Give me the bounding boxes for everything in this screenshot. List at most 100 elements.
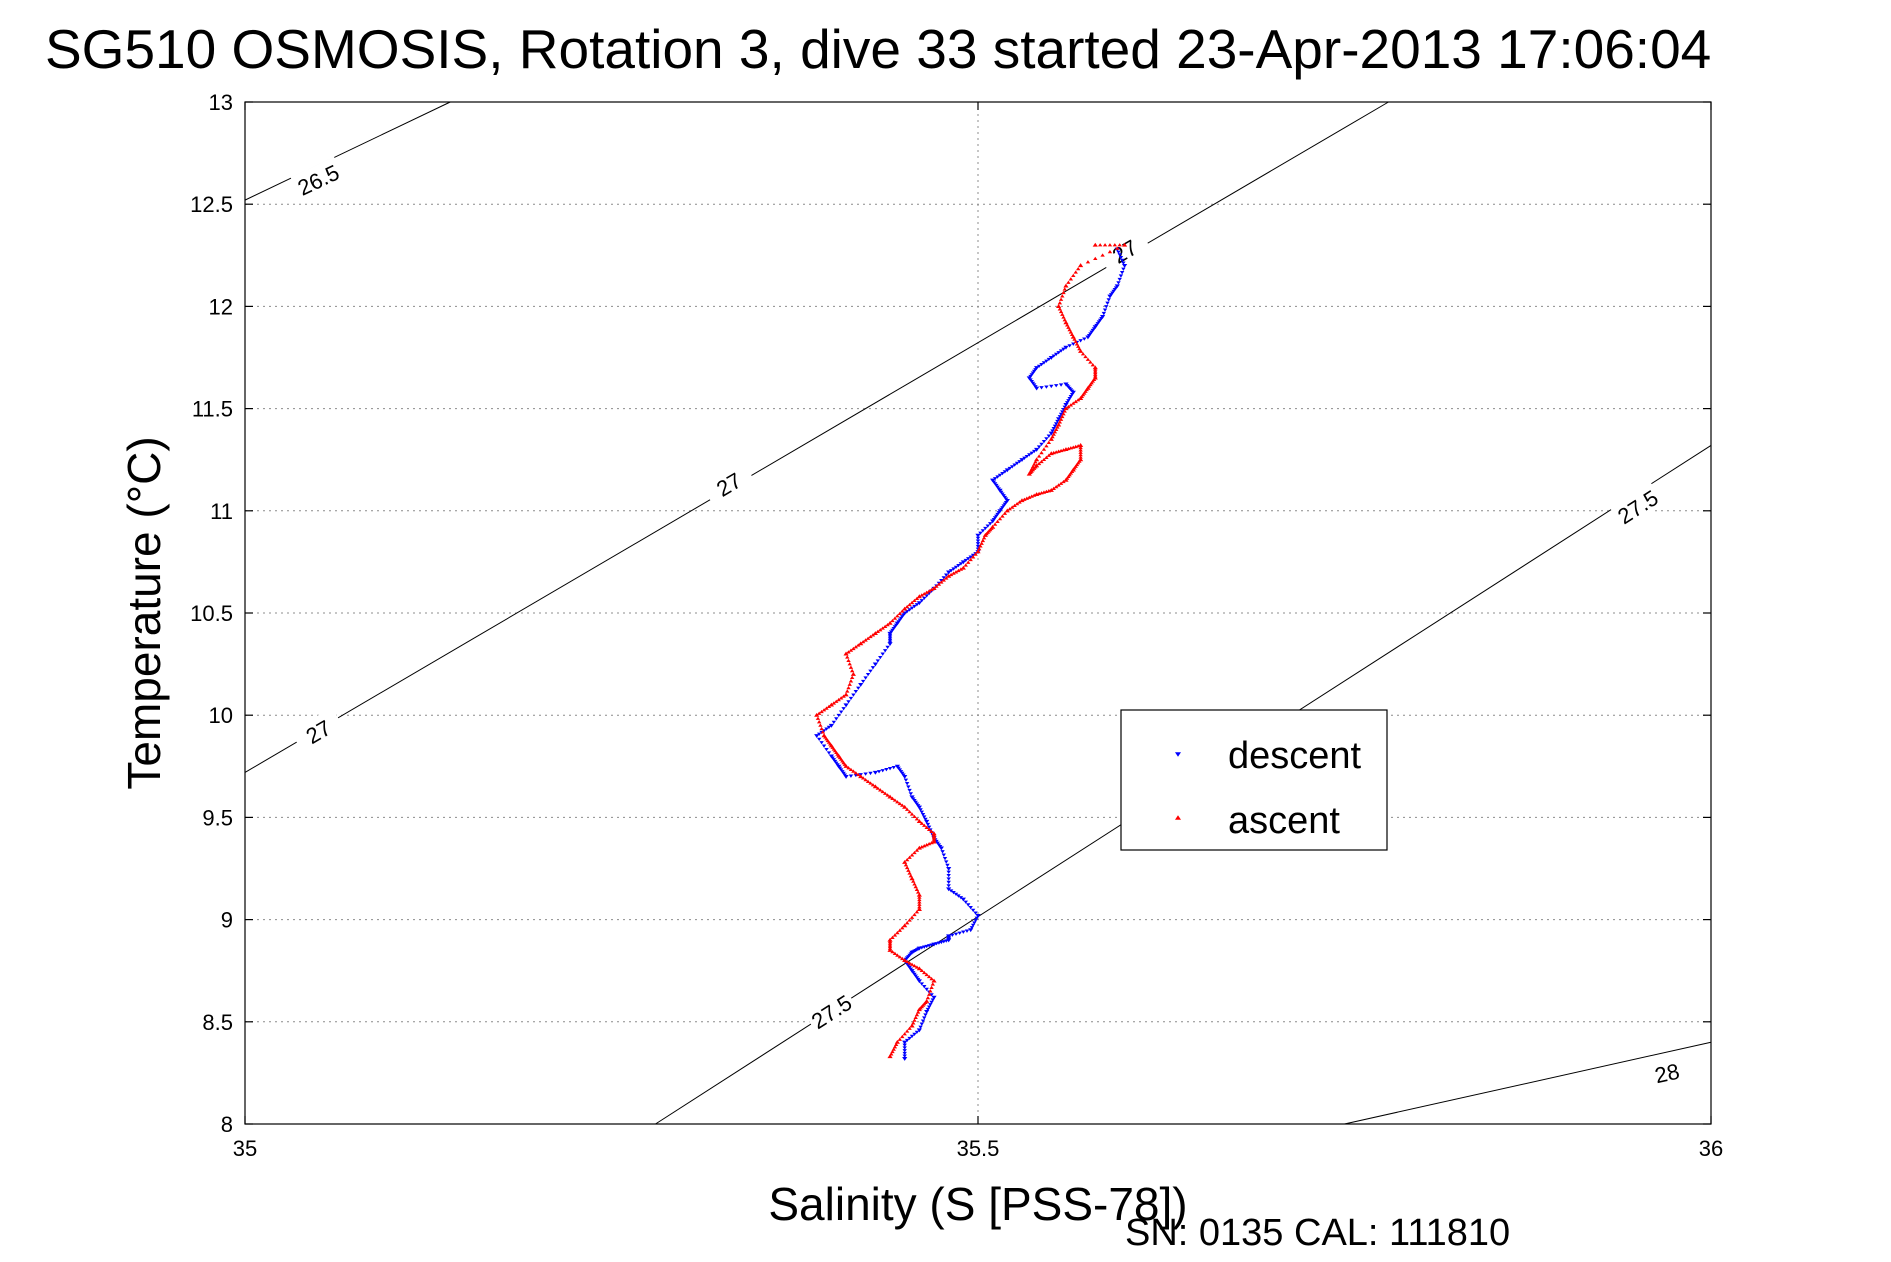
descent-point xyxy=(973,911,978,915)
ascent-point xyxy=(917,897,922,902)
legend-marker-ascent xyxy=(1175,815,1181,820)
ascent-point xyxy=(941,578,946,582)
ascent-point xyxy=(926,974,932,979)
descent-point xyxy=(1019,458,1025,463)
descent-point xyxy=(953,565,959,569)
descent-point xyxy=(1056,351,1061,355)
ascent-point xyxy=(1075,344,1081,348)
descent-point xyxy=(925,822,931,827)
descent-point xyxy=(875,659,881,663)
ascent-point xyxy=(963,563,968,567)
descent-point xyxy=(957,931,962,935)
descent-point xyxy=(891,766,896,770)
descent-point xyxy=(912,604,917,609)
ascent-point xyxy=(916,966,922,971)
ascent-point xyxy=(902,923,908,928)
ascent-point xyxy=(1064,476,1070,480)
ascent-point xyxy=(1063,406,1069,411)
descent-point xyxy=(841,707,846,711)
ascent-point xyxy=(826,740,832,744)
ascent-point xyxy=(1083,354,1088,359)
ascent-point xyxy=(1014,502,1020,506)
ascent-point xyxy=(1004,508,1010,513)
ascent-point xyxy=(900,956,905,961)
descent-point xyxy=(948,569,954,573)
ascent-point xyxy=(1117,243,1122,247)
ascent-point xyxy=(904,604,910,609)
ascent-point xyxy=(907,809,912,814)
ascent-point xyxy=(831,747,837,751)
ascent-point xyxy=(1068,403,1074,407)
descent-point xyxy=(1007,466,1012,471)
ascent-point xyxy=(1033,460,1038,464)
ascent-point xyxy=(831,701,837,705)
ascent-point xyxy=(1085,357,1091,361)
descent-point xyxy=(1078,339,1083,343)
ascent-point xyxy=(845,689,850,693)
ascent-point xyxy=(1022,497,1027,501)
series-descent xyxy=(814,247,1128,1061)
ascent-point xyxy=(1079,394,1085,398)
descent-point xyxy=(975,539,981,543)
legend-label-descent: descent xyxy=(1228,735,1362,777)
descent-point xyxy=(1044,359,1049,363)
ascent-point xyxy=(825,738,830,743)
descent-point xyxy=(1010,465,1015,469)
ascent-point xyxy=(912,814,917,819)
descent-point xyxy=(816,737,822,742)
ascent-point xyxy=(841,760,846,765)
ascent-point xyxy=(914,1013,920,1017)
ascent-point xyxy=(936,582,942,586)
ascent-point xyxy=(843,651,849,656)
x-tick-label: 35 xyxy=(233,1136,257,1161)
descent-point xyxy=(1000,472,1005,476)
ascent-point xyxy=(1044,444,1049,448)
ascent-point xyxy=(1044,455,1049,459)
ascent-point xyxy=(845,655,850,659)
ascent-point xyxy=(1082,391,1087,395)
descent-point xyxy=(975,536,981,541)
descent-point xyxy=(914,603,920,607)
descent-point xyxy=(1063,382,1069,387)
descent-point xyxy=(926,944,932,948)
descent-point xyxy=(1118,274,1124,278)
descent-point xyxy=(853,773,859,778)
descent-point xyxy=(885,645,890,650)
ascent-point xyxy=(835,752,840,756)
descent-point xyxy=(836,713,841,718)
ascent-point xyxy=(1053,484,1059,489)
y-tick-label: 11.5 xyxy=(192,397,233,422)
descent-point xyxy=(928,1003,933,1007)
ascent-point xyxy=(926,589,932,593)
ascent-point xyxy=(818,723,823,727)
descent-point xyxy=(858,682,864,687)
legend-marker-ascent xyxy=(1175,815,1181,820)
ascent-point xyxy=(1068,330,1074,334)
descent-point xyxy=(941,853,946,857)
descent-point xyxy=(922,1016,927,1020)
ascent-point xyxy=(887,943,893,947)
descent-point xyxy=(1027,453,1032,457)
grid xyxy=(245,102,1711,1124)
ascent-point xyxy=(1071,401,1076,405)
y-tick-label: 9 xyxy=(221,908,233,933)
ascent-point xyxy=(851,646,856,651)
ascent-point xyxy=(847,682,852,686)
ascent-point xyxy=(894,1039,900,1044)
descent-point xyxy=(838,710,844,714)
ascent-point xyxy=(1056,449,1061,453)
descent-point xyxy=(843,703,849,708)
ascent-point xyxy=(814,712,820,717)
descent-point xyxy=(966,903,971,907)
ascent-point xyxy=(887,620,893,625)
ascent-point xyxy=(889,1052,894,1056)
ascent-point xyxy=(1058,481,1064,485)
ascent-point xyxy=(953,570,959,574)
ascent-point xyxy=(838,757,844,761)
descent-point xyxy=(907,1036,912,1041)
ascent-point xyxy=(892,798,898,802)
descent-point xyxy=(902,1040,908,1045)
descent-point xyxy=(946,880,951,885)
x-tick-label: 36 xyxy=(1699,1136,1723,1161)
ascent-point xyxy=(1078,452,1083,457)
